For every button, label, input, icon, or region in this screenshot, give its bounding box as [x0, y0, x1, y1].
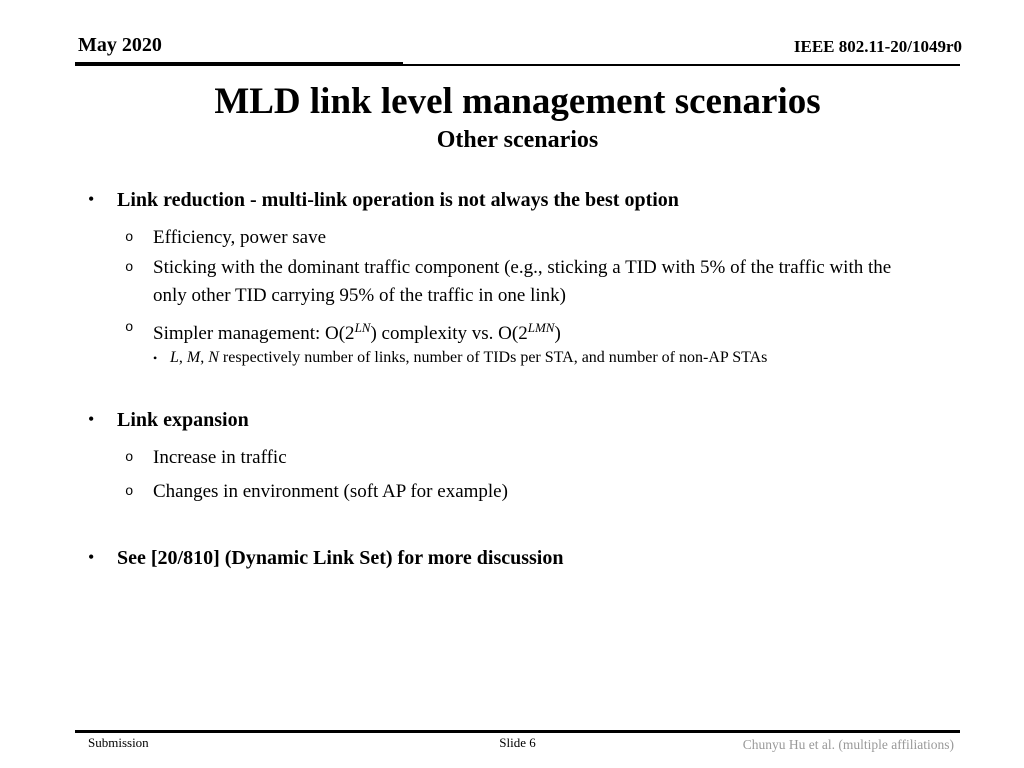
footer-submission-label: Submission	[88, 735, 149, 750]
formula-superscript-ln: LN	[354, 320, 371, 335]
bullet-see-reference: • See [20/810] (Dynamic Link Set) for mo…	[88, 546, 968, 571]
subbullet-sticking-traffic: o Sticking with the dominant traffic com…	[125, 254, 915, 310]
subbullet-increase-traffic-label: Increase in traffic	[153, 447, 287, 468]
note-text: respectively number of links, number of …	[218, 349, 768, 366]
bullet-circle-icon: o	[125, 320, 134, 336]
footer-slide-number: Slide 6	[499, 735, 536, 750]
header-rule-line	[75, 64, 960, 66]
header-document-id: IEEE 802.11-20/1049r0	[793, 37, 962, 56]
subsubbullet-variables-note: • L, M, N respectively number of links, …	[153, 348, 983, 368]
bullet-dot-icon: •	[88, 547, 95, 567]
formula-superscript-lmn: LMN	[527, 320, 555, 335]
note-text: ,	[178, 349, 187, 366]
bullet-circle-icon: o	[125, 450, 134, 466]
subbullet-sticking-traffic-label: Sticking with the dominant traffic compo…	[153, 257, 892, 306]
bullet-circle-icon: o	[125, 484, 134, 500]
bullet-circle-icon: o	[125, 230, 134, 246]
bullet-link-expansion-label: Link expansion	[117, 409, 249, 431]
subbullet-simpler-management: o Simpler management: O(2LN) complexity …	[125, 314, 915, 348]
subbullet-simpler-management-label: Simpler management: O(2LN) complexity vs…	[153, 314, 561, 348]
bullet-link-reduction: • Link reduction - multi-link operation …	[88, 188, 968, 213]
subbullet-changes-environment-label: Changes in environment (soft AP for exam…	[153, 481, 508, 502]
header-date: May 2020	[78, 34, 162, 56]
subbullet-increase-traffic: o Increase in traffic	[125, 444, 915, 472]
variable-l: L	[170, 349, 179, 366]
bullet-dot-icon: •	[153, 351, 158, 365]
formula-text: )	[554, 323, 561, 344]
bullet-link-reduction-label: Link reduction - multi-link operation is…	[117, 189, 679, 211]
slide-subtitle: Other scenarios	[436, 127, 599, 153]
subbullet-changes-environment: o Changes in environment (soft AP for ex…	[125, 478, 915, 506]
subbullet-efficiency: o Efficiency, power save	[125, 224, 915, 252]
footer-rule-line	[75, 730, 960, 733]
formula-text: ) complexity vs. O(2	[370, 323, 528, 344]
variable-n: N	[208, 349, 219, 366]
note-text: ,	[200, 349, 209, 366]
formula-text: Simpler management: O(2	[153, 323, 355, 344]
header-rule-line-thick-segment	[75, 62, 403, 66]
bullet-see-reference-label: See [20/810] (Dynamic Link Set) for more…	[117, 547, 564, 569]
bullet-link-expansion: • Link expansion	[88, 408, 968, 433]
bullet-circle-icon: o	[125, 260, 134, 276]
subbullet-efficiency-label: Efficiency, power save	[153, 227, 327, 248]
bullet-dot-icon: •	[88, 409, 95, 429]
bullet-dot-icon: •	[88, 189, 95, 209]
variable-m: M	[186, 349, 201, 366]
subsubbullet-variables-note-label: L, M, N respectively number of links, nu…	[170, 348, 767, 368]
slide-title: MLD link level management scenarios	[214, 81, 821, 122]
footer-author-affiliation: Chunyu Hu et al. (multiple affiliations)	[742, 737, 954, 752]
